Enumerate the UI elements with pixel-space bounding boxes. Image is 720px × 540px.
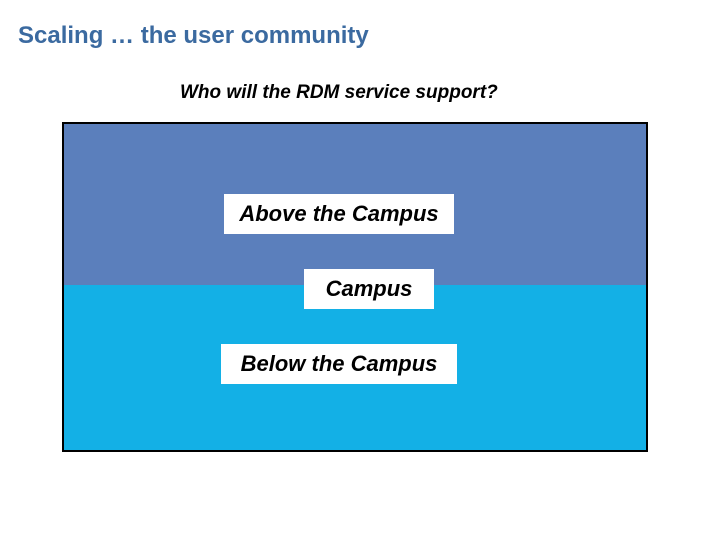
label-campus: Campus [304, 269, 434, 309]
slide: Scaling … the user community Who will th… [0, 0, 720, 540]
campus-diagram: Above the Campus Campus Below the Campus [62, 122, 648, 452]
label-below-campus: Below the Campus [221, 344, 457, 384]
slide-title: Scaling … the user community [18, 22, 369, 50]
label-above-campus: Above the Campus [224, 194, 454, 234]
slide-subtitle: Who will the RDM service support? [180, 82, 498, 104]
